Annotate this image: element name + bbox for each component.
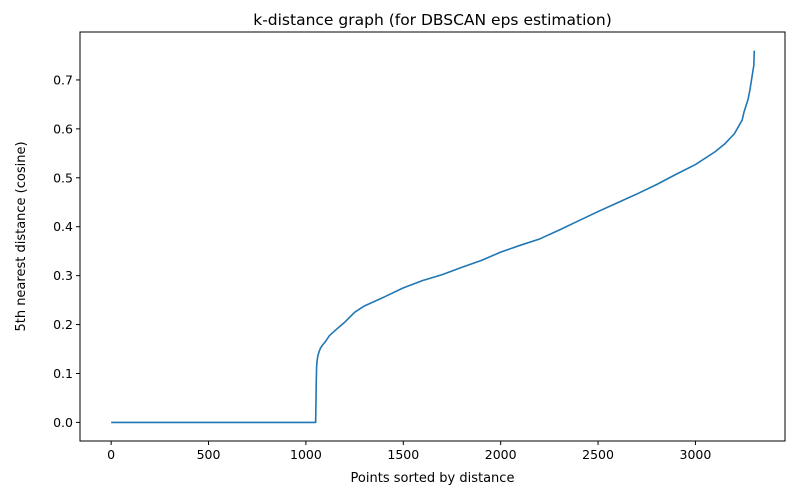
chart-title: k-distance graph (for DBSCAN eps estimat… bbox=[253, 11, 612, 29]
x-tick-label: 500 bbox=[197, 447, 221, 462]
y-tick-label: 0.6 bbox=[53, 121, 73, 136]
y-tick-label: 0.2 bbox=[53, 317, 73, 332]
y-axis-label: 5th nearest distance (cosine) bbox=[14, 141, 29, 331]
y-tick-label: 0.3 bbox=[53, 268, 73, 283]
x-tick-label: 0 bbox=[107, 447, 115, 462]
x-tick-label: 2500 bbox=[582, 447, 614, 462]
x-axis-ticks: 0 500 1000 1500 2000 2500 3000 bbox=[107, 441, 711, 462]
x-axis-label: Points sorted by distance bbox=[351, 471, 515, 486]
series-line-0 bbox=[111, 50, 756, 424]
y-tick-label: 0.1 bbox=[53, 366, 73, 381]
axes-frame bbox=[79, 31, 786, 442]
x-tick-label: 1500 bbox=[387, 447, 419, 462]
y-tick-label: 0.5 bbox=[53, 170, 73, 185]
x-tick-label: 3000 bbox=[680, 447, 712, 462]
y-tick-label: 0.7 bbox=[53, 72, 73, 87]
x-tick-label: 2000 bbox=[485, 447, 517, 462]
data-layer bbox=[111, 50, 756, 424]
y-axis-ticks: 0.0 0.1 0.2 0.3 0.4 0.5 0.6 0.7 bbox=[53, 72, 80, 430]
y-tick-label: 0.4 bbox=[53, 219, 73, 234]
x-tick-label: 1000 bbox=[290, 447, 322, 462]
y-tick-label: 0.0 bbox=[53, 415, 73, 430]
